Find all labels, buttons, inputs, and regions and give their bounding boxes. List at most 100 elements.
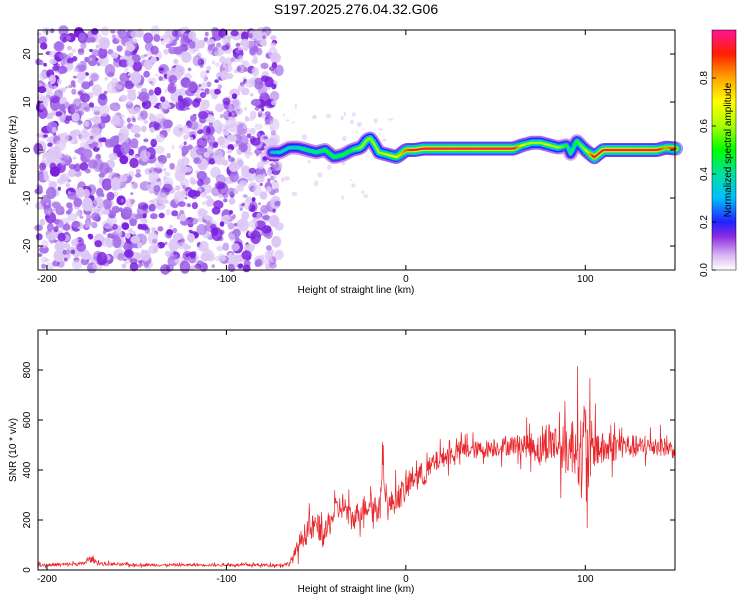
noise-blob (215, 36, 220, 41)
noise-blob (166, 153, 171, 159)
snr-y-tick-label: 0 (22, 567, 33, 573)
noise-blob (274, 64, 284, 77)
noise-blob (58, 52, 67, 59)
noise-blob (373, 118, 378, 124)
noise-blob (57, 65, 68, 74)
noise-blob (173, 46, 184, 55)
noise-blob (206, 81, 212, 88)
noise-blob (73, 68, 79, 73)
noise-blob (99, 37, 110, 50)
noise-blob (169, 67, 178, 78)
noise-blob (186, 203, 192, 208)
noise-blob (98, 103, 110, 117)
noise-blob (66, 35, 72, 41)
noise-blob (214, 88, 221, 95)
noise-blob (251, 197, 256, 202)
noise-blob (262, 214, 271, 221)
noise-blob (182, 184, 186, 190)
noise-blob (98, 121, 106, 129)
noise-blob (55, 69, 59, 73)
noise-blob (65, 182, 70, 188)
noise-blob (231, 243, 240, 252)
noise-blob (251, 67, 259, 77)
noise-blob (351, 183, 356, 188)
noise-blob (213, 200, 224, 210)
noise-blob (38, 170, 44, 175)
noise-blob (89, 37, 96, 43)
noise-blob (95, 57, 99, 62)
noise-blob (181, 157, 190, 166)
noise-blob (79, 215, 84, 219)
noise-blob (126, 57, 135, 68)
noise-blob (274, 188, 280, 194)
noise-blob (167, 255, 178, 267)
noise-blob (215, 103, 225, 113)
noise-blob (168, 74, 178, 84)
noise-blob (91, 221, 98, 229)
noise-blob (51, 201, 61, 209)
noise-blob (241, 250, 252, 260)
noise-blob (269, 125, 275, 131)
noise-blob (84, 168, 91, 174)
noise-blob (176, 65, 185, 76)
noise-blob (46, 121, 58, 134)
noise-blob (53, 85, 57, 89)
noise-blob (236, 219, 244, 228)
noise-blob (271, 100, 277, 106)
noise-blob (249, 201, 258, 213)
noise-blob (71, 221, 81, 228)
noise-blob (83, 120, 90, 128)
snr-x-tick-label: 100 (577, 574, 594, 585)
noise-blob (124, 208, 129, 212)
noise-blob (165, 43, 172, 49)
noise-blob (175, 185, 181, 191)
noise-blob (206, 66, 212, 71)
noise-blob (143, 120, 148, 124)
noise-blob (220, 70, 229, 81)
noise-blob (127, 90, 137, 102)
noise-blob (130, 235, 141, 244)
noise-blob (64, 176, 70, 181)
noise-blob (243, 106, 248, 111)
snr-x-tick-label: 0 (403, 574, 409, 585)
noise-blob (351, 112, 356, 117)
noise-blob (172, 29, 178, 37)
noise-blob (196, 94, 201, 99)
noise-blob (173, 84, 178, 88)
noise-blob (96, 251, 108, 266)
noise-blob (202, 184, 213, 194)
noise-blob (130, 124, 142, 134)
noise-blob (126, 173, 130, 177)
noise-blob (148, 203, 156, 212)
snr-frame (37, 329, 676, 571)
noise-blob (239, 207, 243, 212)
noise-blob (40, 42, 48, 50)
noise-blob (85, 37, 92, 44)
noise-blob (233, 143, 239, 148)
noise-blob (267, 47, 278, 59)
noise-blob (78, 240, 82, 243)
noise-blob (74, 163, 81, 172)
noise-blob (47, 210, 51, 215)
noise-blob (261, 107, 265, 112)
noise-blob (235, 42, 241, 47)
noise-blob (142, 225, 149, 231)
noise-blob (39, 104, 45, 110)
noise-blob (238, 143, 248, 153)
noise-blob (159, 67, 164, 71)
noise-blob (154, 86, 162, 96)
noise-blob (227, 144, 235, 151)
noise-blob (164, 200, 169, 204)
noise-blob (307, 159, 311, 164)
snr-x-axis-label: Height of straight line (km) (298, 584, 415, 595)
noise-blob (200, 99, 210, 110)
noise-blob (104, 76, 108, 81)
noise-blob (248, 220, 258, 229)
noise-blob (269, 262, 277, 269)
noise-blob (86, 214, 92, 220)
noise-blob (158, 76, 163, 81)
noise-blob (158, 212, 165, 219)
noise-blob (143, 151, 151, 159)
noise-blob (256, 132, 261, 138)
noise-blob (178, 98, 189, 112)
